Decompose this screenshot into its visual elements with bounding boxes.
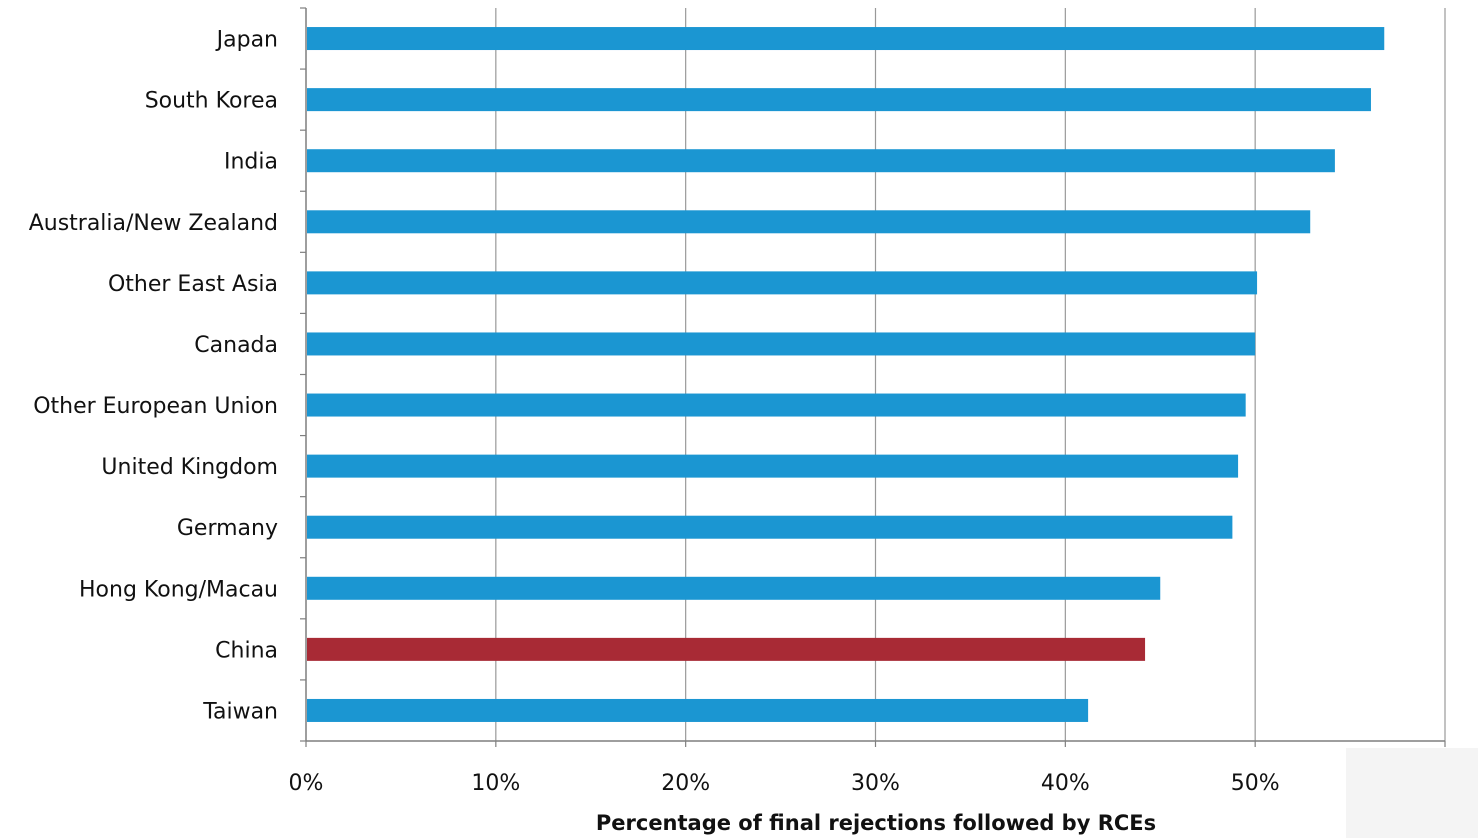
- x-tick-labels: 0%10%20%30%40%50%60%: [289, 771, 1470, 796]
- category-label: Taiwan: [202, 699, 278, 724]
- category-label: Germany: [177, 516, 278, 541]
- bar: [307, 454, 1239, 478]
- category-label: Japan: [215, 28, 278, 53]
- bar: [307, 88, 1371, 112]
- category-label: Hong Kong/Macau: [79, 577, 278, 602]
- x-tick-label: 20%: [661, 771, 710, 796]
- bar: [307, 393, 1246, 417]
- x-tick-label: 40%: [1041, 771, 1090, 796]
- category-label: Australia/New Zealand: [29, 211, 278, 236]
- bar: [307, 515, 1233, 539]
- category-label: United Kingdom: [101, 455, 278, 480]
- axes: [300, 7, 1446, 747]
- category-label: Canada: [194, 333, 278, 358]
- category-label: India: [224, 150, 278, 175]
- bar: [307, 637, 1146, 661]
- watermark-logo: [1346, 748, 1478, 838]
- category-label: Other East Asia: [108, 272, 278, 297]
- x-tick-label: 0%: [289, 771, 324, 796]
- bar: [307, 149, 1335, 173]
- x-tick-label: 30%: [851, 771, 900, 796]
- x-tick-label: 50%: [1231, 771, 1280, 796]
- bar: [307, 210, 1311, 234]
- bar: [307, 27, 1385, 51]
- category-labels: Japan South Korea India Australia/New Zeala…: [29, 28, 278, 725]
- bar: [307, 332, 1256, 356]
- bars: [307, 27, 1385, 722]
- category-label: South Korea: [145, 89, 278, 114]
- x-axis-title: Percentage of final rejections followed …: [596, 811, 1156, 835]
- bar: [307, 698, 1089, 722]
- bar: [307, 271, 1258, 295]
- gridlines: [495, 8, 1446, 741]
- category-label: China: [215, 638, 278, 663]
- x-tick-label: 10%: [471, 771, 520, 796]
- category-label: Other European Union: [33, 394, 278, 419]
- bar: [307, 576, 1161, 600]
